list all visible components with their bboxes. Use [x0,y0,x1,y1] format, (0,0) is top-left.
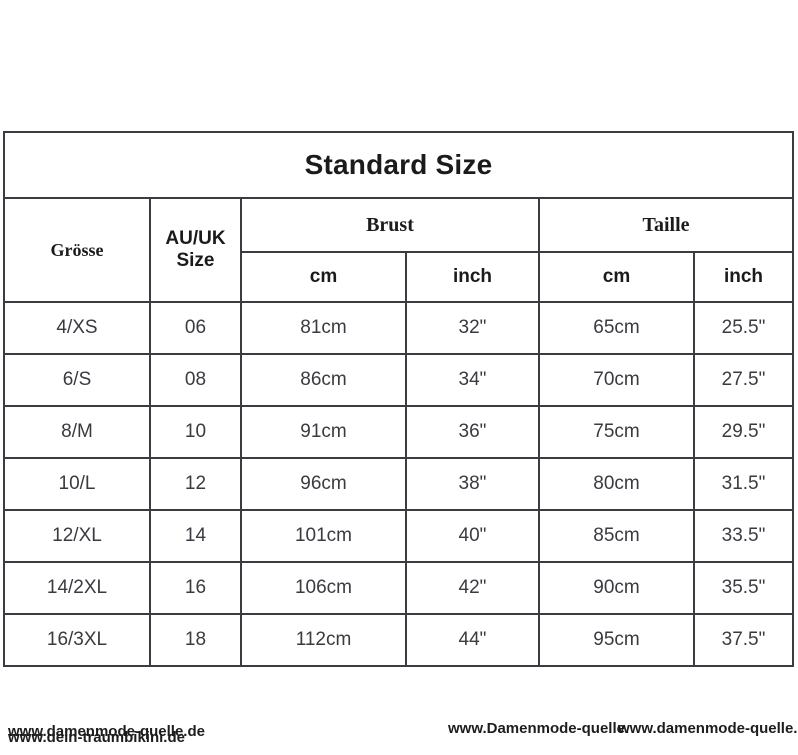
header-brust-cm: cm [240,251,407,303]
cell-size: 14/2XL [3,561,151,615]
cell-taille-cm: 80cm [538,457,695,511]
header-taille-cm: cm [538,251,695,303]
header-au-uk-line1: AU/UK [165,228,226,250]
cell-taille-cm: 90cm [538,561,695,615]
cell-taille-inch: 25.5" [692,301,795,355]
header-taille-inch: inch [692,251,795,303]
watermark-left-secondary: www.dein-traumbikini.de [8,729,185,746]
table-row: 6/S 08 86cm 34" 70cm 27.5" [3,353,795,407]
watermark-right-secondary: www.damenmode-quelle.de [618,720,798,737]
cell-taille-inch: 31.5" [692,457,795,511]
header-brust-inch: inch [405,251,540,303]
table-row: 4/XS 06 81cm 32" 65cm 25.5" [3,301,795,355]
cell-brust-inch: 34" [405,353,540,407]
cell-taille-inch: 29.5" [692,405,795,459]
cell-auuk: 16 [149,561,242,615]
cell-brust-cm: 91cm [240,405,407,459]
cell-size: 8/M [3,405,151,459]
table-unit-header-row: cm inch cm inch [4,251,795,303]
cell-size: 4/XS [3,301,151,355]
table-title-row: Standard Size [2,131,795,199]
cell-brust-cm: 86cm [240,353,407,407]
page-title: Standard Size [2,131,795,199]
cell-auuk: 12 [149,457,242,511]
table-row: 10/L 12 96cm 38" 80cm 31.5" [3,457,795,511]
cell-auuk: 10 [149,405,242,459]
header-groesse: Grösse [3,197,151,303]
table-row: 8/M 10 91cm 36" 75cm 29.5" [3,405,795,459]
size-table-container: Standard Size Grösse AU/UK Size Brust Ta… [2,131,795,667]
cell-auuk: 06 [149,301,242,355]
cell-size: 10/L [3,457,151,511]
table-row: 12/XL 14 101cm 40" 85cm 33.5" [3,509,795,563]
cell-auuk: 14 [149,509,242,563]
table-group-header-row: Grösse AU/UK Size Brust Taille [3,197,795,303]
cell-brust-cm: 96cm [240,457,407,511]
cell-auuk: 08 [149,353,242,407]
cell-brust-inch: 32" [405,301,540,355]
cell-taille-cm: 75cm [538,405,695,459]
cell-taille-inch: 33.5" [692,509,795,563]
standard-size-table: Standard Size Grösse AU/UK Size Brust Ta… [2,131,795,667]
table-row: 16/3XL 18 112cm 44" 95cm 37.5" [3,613,795,667]
cell-size: 6/S [3,353,151,407]
watermark-left-primary: www.damenmode-quelle.de [8,723,205,740]
cell-taille-cm: 70cm [538,353,695,407]
cell-auuk: 18 [149,613,242,667]
cell-brust-inch: 44" [405,613,540,667]
cell-taille-cm: 95cm [538,613,695,667]
header-group-brust: Brust [240,197,540,253]
cell-taille-cm: 65cm [538,301,695,355]
header-au-uk-size: AU/UK Size [149,197,242,303]
cell-taille-inch: 35.5" [692,561,795,615]
table-row: 14/2XL 16 106cm 42" 90cm 35.5" [3,561,795,615]
cell-brust-inch: 36" [405,405,540,459]
cell-size: 12/XL [3,509,151,563]
cell-taille-inch: 27.5" [692,353,795,407]
cell-brust-cm: 81cm [240,301,407,355]
header-group-taille: Taille [537,197,795,253]
cell-size: 16/3XL [3,613,151,667]
cell-taille-cm: 85cm [538,509,695,563]
cell-brust-inch: 38" [405,457,540,511]
cell-brust-cm: 101cm [240,509,407,563]
watermark-right-primary: www.Damenmode-quelle. [448,720,630,737]
header-au-uk-line2: Size [176,250,215,271]
cell-brust-inch: 40" [405,509,540,563]
cell-brust-cm: 106cm [240,561,407,615]
cell-taille-inch: 37.5" [692,613,795,667]
cell-brust-cm: 112cm [240,613,407,667]
cell-brust-inch: 42" [405,561,540,615]
